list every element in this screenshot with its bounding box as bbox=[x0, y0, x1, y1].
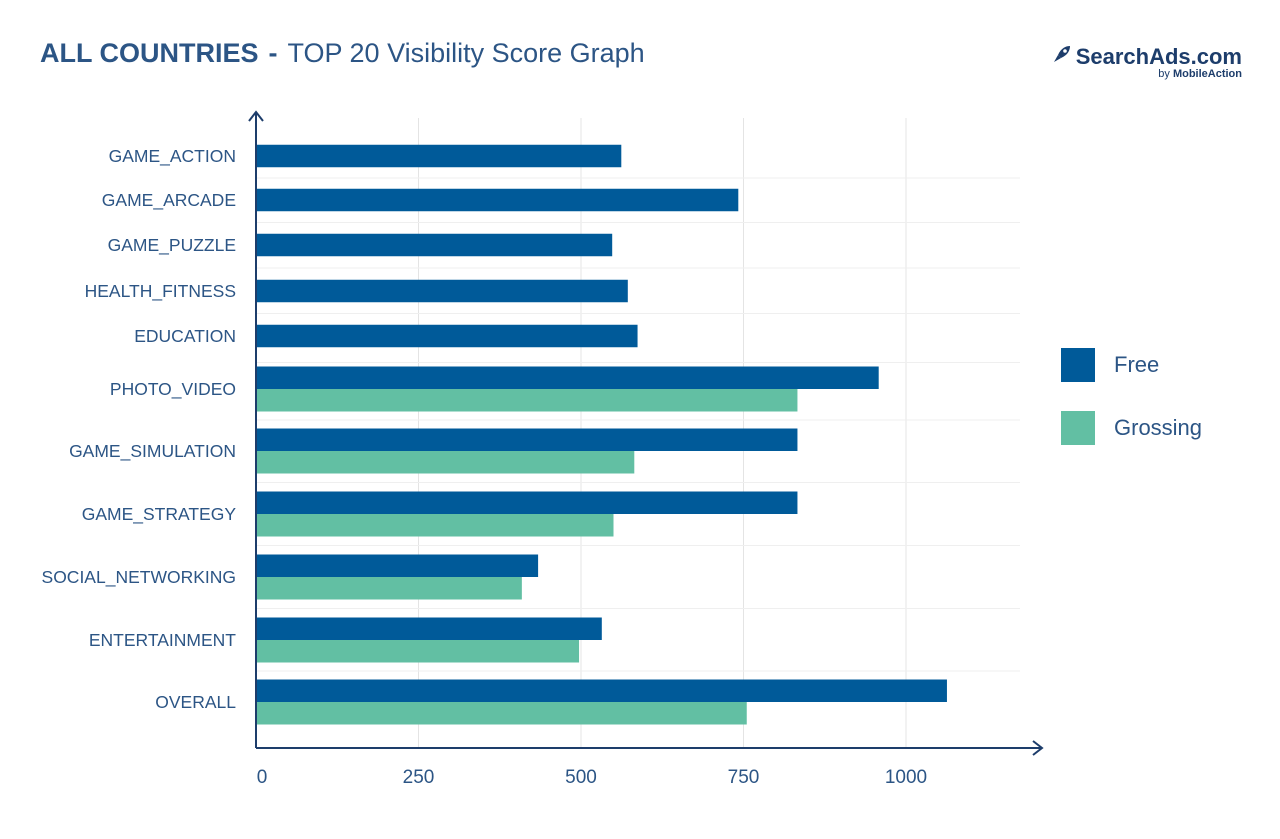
brand-logo: SearchAds.com by MobileAction bbox=[1052, 44, 1242, 80]
bar-free-social_networking bbox=[256, 554, 539, 577]
y-axis-arrow bbox=[248, 110, 264, 122]
category-label: GAME_ARCADE bbox=[102, 190, 236, 211]
legend-item-free: Free bbox=[1061, 348, 1202, 382]
bar-free-game_simulation bbox=[256, 428, 798, 451]
tick-label-1000: 1000 bbox=[885, 767, 927, 788]
bars-group bbox=[256, 144, 947, 725]
title-separator: - bbox=[268, 38, 278, 68]
axes bbox=[248, 110, 1044, 756]
bar-free-education bbox=[256, 324, 638, 348]
tick-label-750: 750 bbox=[728, 767, 760, 788]
bar-free-photo_video bbox=[256, 366, 879, 389]
category-label: GAME_SIMULATION bbox=[69, 441, 236, 462]
title-bold-part: ALL COUNTRIES bbox=[40, 38, 259, 68]
bar-free-game_strategy bbox=[256, 491, 798, 514]
bar-grossing-entertainment bbox=[256, 640, 580, 663]
brand-by: by bbox=[1158, 68, 1170, 80]
brand-by-name: MobileAction bbox=[1172, 68, 1242, 80]
tick-label-500: 500 bbox=[565, 767, 597, 788]
bar-free-health_fitness bbox=[256, 279, 628, 303]
legend-label-grossing: Grossing bbox=[1114, 415, 1203, 440]
bar-grossing-photo_video bbox=[256, 389, 798, 412]
bar-free-game_puzzle bbox=[256, 233, 613, 257]
title-rest: TOP 20 Visibility Score Graph bbox=[287, 38, 645, 68]
legend-swatch-free bbox=[1061, 348, 1095, 382]
bar-free-game_action bbox=[256, 144, 622, 168]
bar-grossing-game_simulation bbox=[256, 451, 635, 474]
category-label: HEALTH_FITNESS bbox=[85, 281, 236, 302]
category-label: GAME_ACTION bbox=[109, 146, 236, 167]
category-label: SOCIAL_NETWORKING bbox=[42, 567, 236, 588]
legend: Free Grossing bbox=[1061, 348, 1202, 474]
tick-label-250: 250 bbox=[403, 767, 435, 788]
chart-title: ALL COUNTRIES - TOP 20 Visibility Score Gr… bbox=[40, 38, 645, 69]
legend-swatch-grossing bbox=[1061, 411, 1095, 445]
category-label: PHOTO_VIDEO bbox=[110, 379, 236, 400]
tick-label-0: 0 bbox=[257, 767, 268, 788]
category-label: ENTERTAINMENT bbox=[89, 630, 236, 650]
bar-grossing-overall bbox=[256, 702, 747, 725]
legend-item-grossing: Grossing bbox=[1061, 411, 1202, 445]
brand-name: SearchAds.com bbox=[1075, 44, 1242, 69]
category-labels: GAME_ACTION GAME_ARCADE GAME_PUZZLE HEALTH_… bbox=[42, 146, 237, 712]
category-label: EDUCATION bbox=[134, 326, 236, 346]
category-label: GAME_PUZZLE bbox=[108, 235, 236, 256]
bar-grossing-social_networking bbox=[256, 577, 522, 600]
bar-grossing-game_strategy bbox=[256, 514, 614, 537]
bar-free-game_arcade bbox=[256, 188, 739, 212]
bar-free-overall bbox=[256, 679, 947, 702]
category-label: GAME_STRATEGY bbox=[82, 504, 237, 525]
tick-labels: 0 250 500 750 1000 bbox=[257, 767, 927, 788]
rocket-icon bbox=[1052, 44, 1072, 70]
category-label: OVERALL bbox=[155, 692, 236, 712]
x-axis-arrow bbox=[1032, 740, 1044, 756]
legend-label-free: Free bbox=[1114, 352, 1160, 377]
bar-free-entertainment bbox=[256, 617, 602, 640]
